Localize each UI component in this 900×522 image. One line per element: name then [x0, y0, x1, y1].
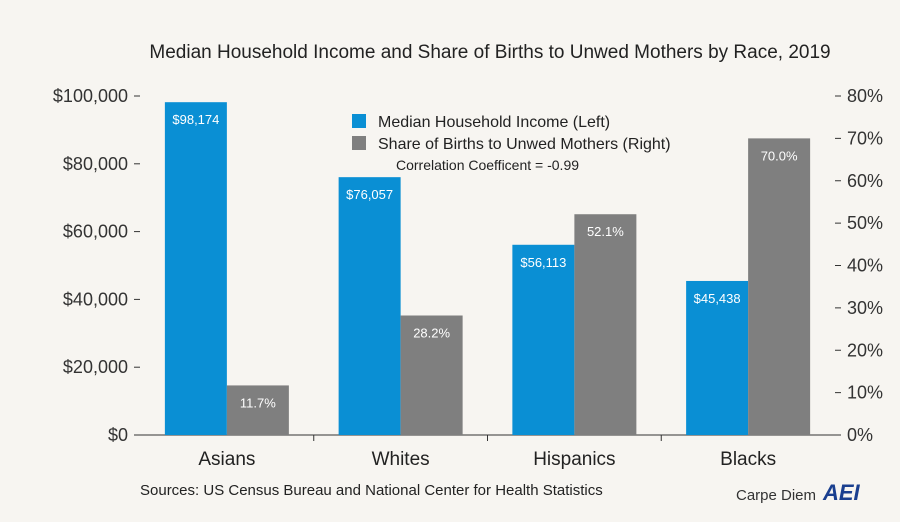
- bar-births: [574, 214, 637, 435]
- category-label: Asians: [198, 449, 255, 470]
- chart-title: Median Household Income and Share of Bir…: [149, 42, 830, 63]
- left-tick-label: $80,000: [63, 154, 128, 174]
- bar-births: [226, 385, 289, 435]
- bar-labels: $98,174 11.7% $76,057 28.2% $56,113 52.1% $45,…: [172, 112, 798, 410]
- right-tick-label: 60%: [847, 171, 883, 191]
- bar-income: [512, 244, 575, 435]
- category-label: Whites: [372, 449, 430, 470]
- bar-value-label: 11.7%: [240, 395, 276, 410]
- axes: $0 $20,000 $40,000 $60,000 $80,000 $100,000 0%…: [53, 86, 883, 470]
- bar-value-label: 70.0%: [761, 148, 798, 163]
- bar-value-label: $98,174: [172, 112, 219, 127]
- right-tick-label: 40%: [847, 256, 883, 276]
- legend-label-births: Share of Births to Unwed Mothers (Right): [378, 136, 671, 153]
- aei-logo: AEI: [822, 480, 861, 505]
- correlation-annotation: Correlation Coefficent = -0.99: [396, 157, 579, 173]
- bar-value-label: 28.2%: [413, 326, 450, 341]
- source-note: Sources: US Census Bureau and National C…: [140, 482, 603, 499]
- bar-value-label: 52.1%: [587, 224, 624, 239]
- bar-income: [164, 102, 227, 436]
- legend-swatch-income: [352, 114, 366, 128]
- right-tick-label: 10%: [847, 383, 883, 403]
- left-tick-label: $20,000: [63, 357, 128, 377]
- right-tick-label: 80%: [847, 86, 883, 106]
- category-label: Blacks: [720, 449, 776, 470]
- right-tick-label: 0%: [847, 425, 873, 445]
- legend-swatch-births: [352, 136, 366, 150]
- bar-value-label: $45,438: [694, 291, 741, 306]
- legend: Median Household Income (Left) Share of …: [352, 114, 671, 173]
- left-tick-label: $60,000: [63, 222, 128, 242]
- bar-value-label: $56,113: [520, 255, 566, 270]
- category-label: Hispanics: [533, 449, 615, 470]
- bar-income: [338, 177, 401, 436]
- left-tick-label: $40,000: [63, 289, 128, 309]
- right-tick-label: 20%: [847, 340, 883, 360]
- right-tick-label: 50%: [847, 213, 883, 233]
- bar-births: [748, 138, 811, 435]
- legend-label-income: Median Household Income (Left): [378, 114, 610, 131]
- bar-income: [686, 280, 749, 435]
- right-tick-label: 30%: [847, 298, 883, 318]
- left-tick-label: $0: [108, 425, 128, 445]
- left-tick-label: $100,000: [53, 86, 128, 106]
- bars: [164, 102, 811, 436]
- brand-text: Carpe Diem: [736, 487, 816, 504]
- bar-value-label: $76,057: [346, 187, 393, 202]
- right-tick-label: 70%: [847, 128, 883, 148]
- bar-births: [400, 315, 463, 435]
